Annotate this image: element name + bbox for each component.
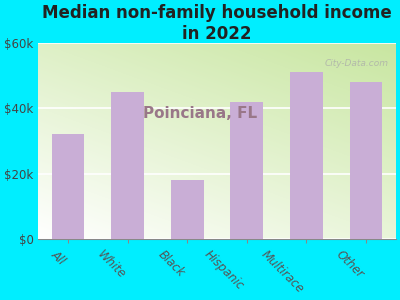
Title: Median non-family household income
in 2022: Median non-family household income in 20…: [42, 4, 392, 43]
Bar: [230, 102, 263, 239]
Text: City-Data.com: City-Data.com: [325, 58, 389, 68]
Bar: [52, 134, 84, 239]
Bar: [290, 72, 323, 239]
Bar: [171, 180, 204, 239]
Bar: [350, 82, 382, 239]
Text: Poinciana, FL: Poinciana, FL: [143, 106, 257, 122]
Bar: [111, 92, 144, 239]
